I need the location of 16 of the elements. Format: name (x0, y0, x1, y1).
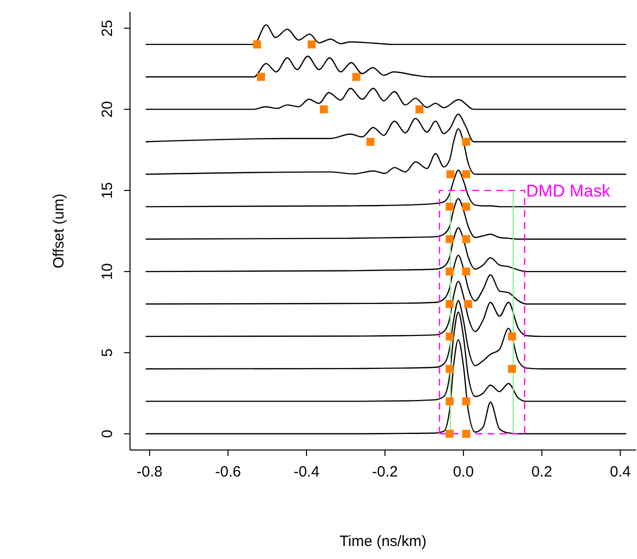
y-tick-label: 5 (99, 348, 116, 357)
x-axis-title: Time (ns/km) (340, 533, 426, 550)
y-tick-label: 10 (99, 263, 116, 280)
annotation: DMD Mask (526, 181, 611, 200)
x-tick-label: 0.0 (452, 464, 474, 481)
x-tick-label: 0.2 (531, 464, 552, 481)
y-tick-label: 0 (99, 430, 116, 438)
x-tick-label: -0.2 (372, 464, 398, 481)
y-tick-label: 15 (99, 182, 116, 199)
x-tick-label: -0.8 (136, 464, 163, 481)
y-tick-label: 20 (99, 100, 116, 118)
y-axis-title: Offset (um) (50, 194, 68, 268)
x-tick-label: -0.4 (294, 464, 320, 481)
x-tick-label: 0.4 (610, 464, 631, 481)
y-tick-label: 25 (99, 20, 116, 37)
x-tick-label: -0.6 (215, 464, 241, 481)
